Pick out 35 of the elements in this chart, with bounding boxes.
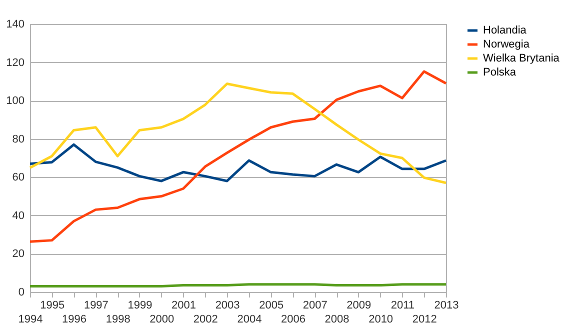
line-series (28, 82, 448, 184)
x-tick-label: 2013 (434, 300, 459, 312)
y-tick-label: 40 (12, 210, 24, 222)
y-tick-label: 120 (6, 56, 24, 69)
x-tick-label: 1998 (106, 314, 130, 326)
y-tick-label: 60 (12, 172, 24, 184)
x-tick-label: 2005 (259, 300, 284, 312)
x-tick-label: 2011 (390, 300, 415, 312)
legend-label: Norwegia (483, 38, 530, 50)
x-tick-label: 2000 (150, 314, 174, 326)
y-tick-label: 80 (12, 133, 24, 146)
y-tick-label: 140 (6, 18, 24, 30)
y-tick-label: 20 (12, 248, 24, 260)
x-tick-label: 1994 (18, 314, 43, 326)
y-tick-label: 0 (18, 286, 24, 298)
x-tick-label: 1996 (62, 314, 87, 326)
legend-label: Wielka Brytania (483, 52, 560, 64)
x-tick-label: 2008 (324, 314, 350, 326)
x-tick-label: 2007 (302, 300, 328, 312)
x-tick-label: 2003 (215, 300, 240, 312)
x-tick-label: 2012 (412, 314, 437, 326)
x-tick-label: 2006 (280, 314, 306, 326)
x-tick-label: 2002 (193, 314, 218, 326)
y-tick-label: 100 (6, 95, 24, 108)
x-tick-label: 2010 (368, 314, 394, 326)
legend-label: Polska (483, 66, 517, 78)
line-series (28, 143, 448, 182)
x-tick-label: 1997 (84, 300, 108, 312)
x-tick-label: 2001 (172, 300, 196, 312)
x-tick-label: 2009 (346, 300, 372, 312)
line-series (28, 70, 448, 243)
x-tick-label: 2004 (237, 314, 262, 326)
x-tick-label: 1999 (128, 300, 152, 312)
legend-label: Holandia (483, 24, 528, 36)
x-tick-label: 1995 (40, 300, 65, 312)
